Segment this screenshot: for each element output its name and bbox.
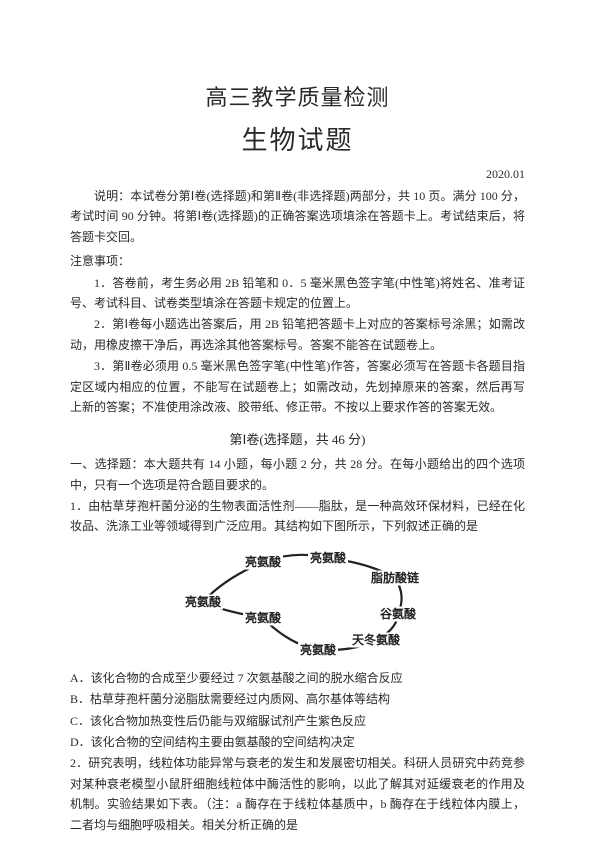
title-line-1: 高三教学质量检测 (70, 80, 525, 112)
svg-text:脂肪酸链: 脂肪酸链 (369, 570, 419, 585)
exam-date: 2020.01 (70, 167, 525, 182)
svg-text:亮氨酸: 亮氨酸 (299, 642, 336, 657)
q1-option-d: D．该化合物的空间结构主要由氨基酸的空间结构决定 (70, 732, 525, 752)
title-line-2: 生物试题 (70, 120, 525, 157)
q1-diagram-wrap: 亮氨酸亮氨酸亮氨酸脂肪酸链谷氨酸天冬氨酸亮氨酸亮氨酸 (70, 538, 525, 668)
section-1-heading: 第Ⅰ卷(选择题，共 46 分) (70, 429, 525, 448)
svg-text:亮氨酸: 亮氨酸 (244, 554, 281, 569)
svg-text:天冬氨酸: 天冬氨酸 (351, 632, 400, 647)
q1-stem: 1．由枯草芽孢杆菌分泌的生物表面活性剂——脂肽，是一种高效环保材料，已经在化妆品… (70, 496, 525, 537)
peptide-ring-diagram: 亮氨酸亮氨酸亮氨酸脂肪酸链谷氨酸天冬氨酸亮氨酸亮氨酸 (143, 540, 453, 665)
exam-page: 高三教学质量检测 生物试题 2020.01 说明：本试卷分第Ⅰ卷(选择题)和第Ⅱ… (0, 0, 595, 842)
svg-text:亮氨酸: 亮氨酸 (184, 594, 221, 609)
q1-option-c: C．该化合物加热变性后仍能与双缩脲试剂产生紫色反应 (70, 711, 525, 731)
q1-option-b: B．枯草芽孢杆菌分泌脂肽需要经过内质网、高尔基体等结构 (70, 689, 525, 709)
q1-option-a: A．该化合物的合成至少要经过 7 次氨基酸之间的脱水缩合反应 (70, 668, 525, 688)
notice-2: 2．第Ⅰ卷每小题选出答案后，用 2B 铅笔把答题卡上对应的答案标号涂黑；如需改动… (70, 314, 525, 355)
notice-3: 3．第Ⅱ卷必须用 0.5 毫米黑色签字笔(中性笔)作答，答案必须写在答题卡各题目… (70, 356, 525, 417)
notice-1: 1．答卷前，考生务必用 2B 铅笔和 0．5 毫米黑色签字笔(中性笔)将姓名、准… (70, 273, 525, 314)
svg-text:亮氨酸: 亮氨酸 (244, 610, 281, 625)
svg-text:亮氨酸: 亮氨酸 (309, 550, 346, 565)
intro-paragraph: 说明：本试卷分第Ⅰ卷(选择题)和第Ⅱ卷(非选择题)两部分，共 10 页。满分 1… (70, 186, 525, 247)
q2-stem: 2．研究表明，线粒体功能异常与衰老的发生和发展密切相关。科研人员研究中药竞参对某… (70, 753, 525, 835)
section-1-instruction: 一、选择题：本大题共有 14 小题，每小题 2 分，共 28 分。在每小题给出的… (70, 454, 525, 495)
svg-text:谷氨酸: 谷氨酸 (379, 606, 416, 621)
notice-heading: 注意事项： (70, 251, 525, 271)
